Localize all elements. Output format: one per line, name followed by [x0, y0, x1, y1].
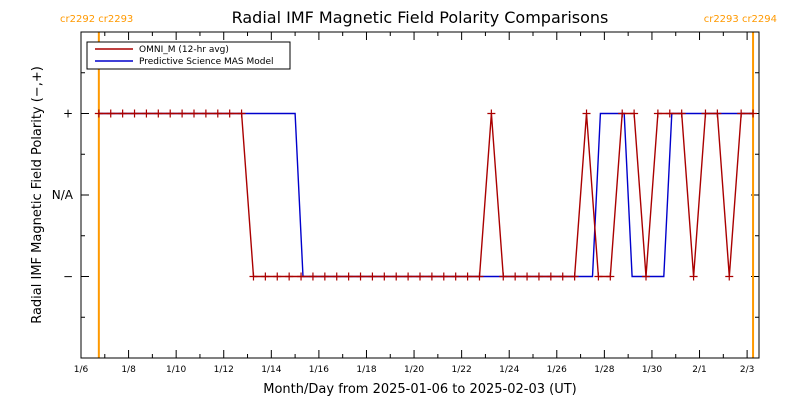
- series-line-1: [98, 112, 754, 278]
- data-point-0-31: [463, 272, 472, 281]
- series-layer: [94, 109, 758, 281]
- data-point-0-19: [320, 272, 329, 281]
- data-point-0-21: [344, 272, 353, 281]
- data-point-0-34: [499, 272, 508, 281]
- data-point-0-1: [106, 109, 115, 118]
- data-point-0-48: [665, 109, 674, 118]
- data-point-0-38: [546, 272, 555, 281]
- data-point-0-8: [190, 109, 198, 118]
- data-point-0-12: [237, 109, 246, 118]
- data-point-0-45: [630, 109, 639, 118]
- data-point-0-14: [261, 272, 270, 281]
- axis-ticks: 1/6 1/8 1/10 1/12 1/14 1/16 1/18 1/20 1/22 1/24 1/…: [52, 32, 759, 375]
- data-point-0-26: [404, 272, 413, 281]
- x-tick-label-0: 1/6: [74, 365, 89, 375]
- data-point-0-40: [570, 272, 579, 281]
- carrington-markers: cr2292 cr2293 cr2293 cr2294: [60, 14, 777, 358]
- x-tick-label-4: 1/14: [261, 365, 281, 375]
- x-tick-label-3: 1/12: [214, 365, 234, 375]
- data-point-0-35: [511, 272, 520, 281]
- data-point-0-3: [130, 109, 139, 118]
- data-point-0-18: [308, 272, 317, 281]
- data-point-0-7: [178, 109, 187, 118]
- legend: OMNI_M (12-hr avg) Predictive Science MA…: [86, 41, 291, 70]
- x-tick-label-1: 1/8: [121, 365, 136, 375]
- data-point-0-36: [523, 272, 532, 281]
- x-tick-label-14: 2/3: [740, 365, 754, 375]
- data-point-0-10: [213, 109, 222, 118]
- data-point-0-25: [392, 272, 401, 281]
- data-point-0-44: [618, 109, 627, 118]
- data-point-0-55: [749, 109, 758, 118]
- data-point-0-27: [416, 272, 424, 281]
- data-point-0-33: [487, 109, 496, 118]
- x-tick-label-7: 1/20: [404, 365, 424, 375]
- data-point-0-47: [653, 109, 662, 118]
- data-point-0-52: [713, 109, 722, 118]
- data-point-0-51: [701, 109, 710, 118]
- x-tick-label-11: 1/28: [594, 365, 614, 375]
- legend-label-omni: OMNI_M (12-hr avg): [139, 45, 229, 55]
- x-tick-label-6: 1/18: [356, 365, 376, 375]
- data-point-0-9: [201, 109, 210, 118]
- data-point-0-49: [677, 109, 686, 118]
- data-point-0-17: [297, 272, 306, 281]
- x-tick-label-5: 1/16: [309, 365, 329, 375]
- data-point-0-2: [118, 109, 127, 118]
- x-tick-label-2: 1/10: [166, 365, 186, 375]
- data-point-0-0: [94, 109, 103, 118]
- data-point-0-28: [427, 272, 436, 281]
- data-point-0-23: [368, 272, 377, 281]
- data-point-0-16: [285, 272, 294, 281]
- x-tick-label-9: 1/24: [499, 365, 519, 375]
- data-point-0-24: [380, 272, 389, 281]
- data-point-0-43: [606, 272, 615, 281]
- data-point-0-29: [439, 272, 448, 281]
- data-point-0-4: [142, 109, 151, 118]
- data-point-0-39: [558, 272, 567, 281]
- legend-box: [86, 41, 291, 70]
- y-tick-label-1: N/A: [52, 188, 74, 202]
- data-point-0-20: [332, 272, 341, 281]
- data-point-0-11: [225, 109, 234, 118]
- data-point-0-30: [451, 272, 460, 281]
- data-point-0-6: [166, 109, 175, 118]
- data-point-0-53: [725, 272, 734, 281]
- x-tick-label-8: 1/22: [452, 365, 472, 375]
- carrington-marker-label-1: cr2293 cr2294: [704, 14, 777, 25]
- x-tick-label-10: 1/26: [547, 365, 567, 375]
- data-point-0-42: [594, 272, 603, 281]
- data-point-0-13: [249, 272, 258, 281]
- data-point-0-54: [737, 109, 746, 118]
- data-point-0-41: [582, 109, 591, 118]
- y-axis-label: Radial IMF Magnetic Field Polarity (−,+): [30, 66, 45, 324]
- plot-frame: [80, 31, 760, 359]
- x-tick-label-12: 1/30: [642, 365, 662, 375]
- carrington-marker-label-0: cr2292 cr2293: [60, 14, 133, 25]
- y-tick-label-2: −: [63, 270, 73, 284]
- data-point-0-37: [534, 272, 543, 281]
- y-tick-label-0: +: [63, 107, 73, 121]
- data-point-0-22: [356, 272, 365, 281]
- x-axis-label: Month/Day from 2025-01-06 to 2025-02-03 …: [263, 382, 576, 397]
- data-point-0-15: [273, 272, 282, 281]
- data-point-0-50: [689, 272, 698, 281]
- x-tick-label-13: 2/1: [692, 365, 706, 375]
- chart-title: Radial IMF Magnetic Field Polarity Compa…: [232, 8, 609, 27]
- legend-label-mas-model: Predictive Science MAS Model: [139, 57, 274, 67]
- data-point-0-5: [154, 109, 163, 118]
- data-point-0-32: [475, 272, 484, 281]
- data-point-0-46: [642, 272, 650, 281]
